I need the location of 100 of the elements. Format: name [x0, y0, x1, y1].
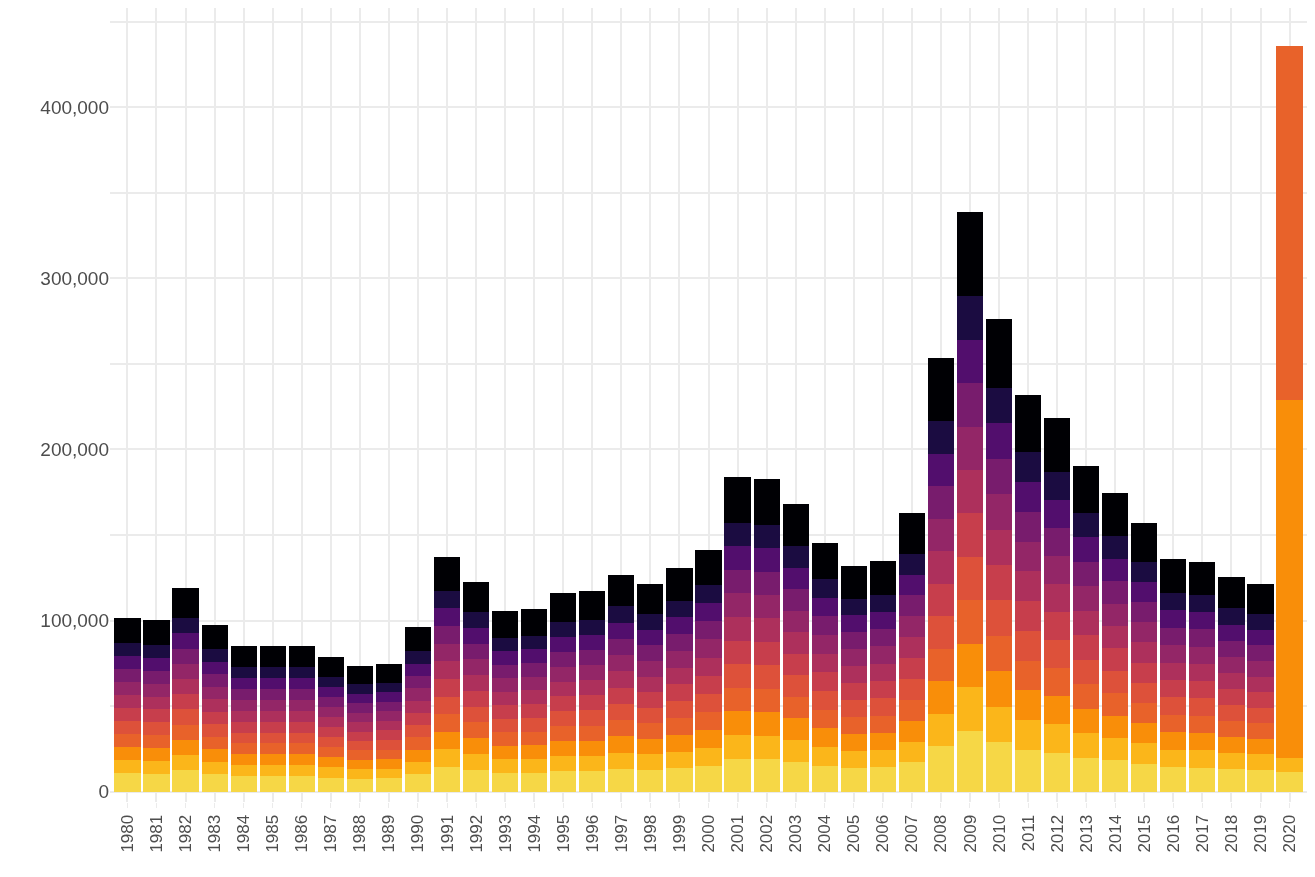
bar	[259, 645, 286, 667]
x-tick-label: 2008	[931, 814, 951, 853]
bar	[404, 663, 432, 676]
bar	[375, 720, 402, 731]
bar	[1015, 690, 1042, 721]
bar	[521, 649, 548, 664]
bar	[1247, 707, 1274, 724]
bar	[114, 721, 141, 735]
bar	[811, 672, 838, 691]
bar	[811, 542, 838, 580]
bar	[201, 749, 228, 762]
bar	[579, 650, 606, 666]
x-tick-label: 2004	[815, 814, 835, 853]
bar	[927, 518, 954, 552]
bar	[463, 753, 490, 770]
bar	[1015, 720, 1042, 750]
y-tick-label: 300,000	[40, 268, 109, 290]
bar	[1073, 659, 1100, 685]
x-tick-label: 1999	[669, 814, 689, 853]
bar	[492, 637, 519, 652]
bar	[637, 629, 664, 646]
bar	[782, 546, 809, 568]
bar	[463, 643, 490, 660]
bar	[521, 635, 548, 650]
bar	[521, 704, 548, 718]
bar	[985, 458, 1013, 495]
bar	[898, 720, 925, 742]
bar	[956, 730, 984, 792]
bar	[985, 635, 1013, 672]
bar	[404, 737, 432, 750]
bar	[637, 770, 664, 792]
bar	[1131, 522, 1158, 562]
bar	[433, 608, 461, 627]
bar	[811, 709, 838, 729]
bar	[1189, 594, 1216, 613]
bar	[317, 696, 344, 707]
bar	[433, 696, 461, 715]
bar	[230, 645, 257, 667]
bar	[317, 656, 344, 677]
bar	[1044, 612, 1071, 641]
bar	[404, 627, 432, 652]
bar	[811, 690, 838, 710]
bar	[114, 682, 141, 696]
bar	[811, 616, 838, 635]
bar	[1073, 537, 1100, 562]
bar	[1073, 684, 1100, 709]
bar	[695, 585, 722, 604]
bar	[172, 770, 199, 792]
bar	[608, 638, 635, 656]
bar	[753, 524, 780, 549]
bar	[375, 682, 402, 693]
bar	[579, 710, 606, 726]
bar	[869, 646, 896, 664]
bar	[898, 699, 925, 721]
bar	[956, 296, 984, 340]
bar	[433, 661, 461, 679]
bar	[666, 667, 693, 685]
bar	[840, 598, 867, 616]
bar	[433, 749, 461, 768]
bar	[1247, 614, 1274, 630]
y-tick-label: 0	[98, 781, 109, 803]
x-tick-label: 2016	[1163, 814, 1183, 853]
bar	[288, 666, 315, 678]
bar	[346, 759, 373, 770]
x-tick-label: 2014	[1105, 814, 1125, 853]
bar	[172, 724, 199, 740]
bar	[463, 675, 490, 691]
bar	[782, 610, 809, 633]
bar	[579, 755, 606, 771]
bar	[956, 556, 984, 601]
bar	[579, 695, 606, 711]
bar	[753, 479, 780, 525]
bar	[230, 666, 257, 678]
bar	[811, 746, 838, 766]
bar	[666, 600, 693, 618]
bar	[346, 666, 373, 685]
bar	[1015, 482, 1042, 512]
bar	[375, 778, 402, 792]
bar	[753, 571, 780, 595]
bar	[1131, 723, 1158, 744]
bar	[985, 742, 1013, 792]
bar	[782, 504, 809, 546]
bar	[201, 736, 228, 750]
bar	[695, 748, 722, 767]
bar	[463, 690, 490, 707]
bar	[840, 767, 867, 792]
bar	[346, 722, 373, 732]
bar	[463, 769, 490, 792]
bar	[346, 731, 373, 741]
bar	[666, 684, 693, 702]
bar	[724, 711, 751, 736]
bar	[317, 676, 344, 687]
bar	[317, 757, 344, 768]
bar	[492, 705, 519, 719]
bar	[1276, 399, 1303, 759]
bar	[172, 618, 199, 634]
bar	[259, 688, 286, 700]
bar	[579, 665, 606, 681]
bar	[375, 692, 402, 702]
bar	[143, 760, 170, 774]
